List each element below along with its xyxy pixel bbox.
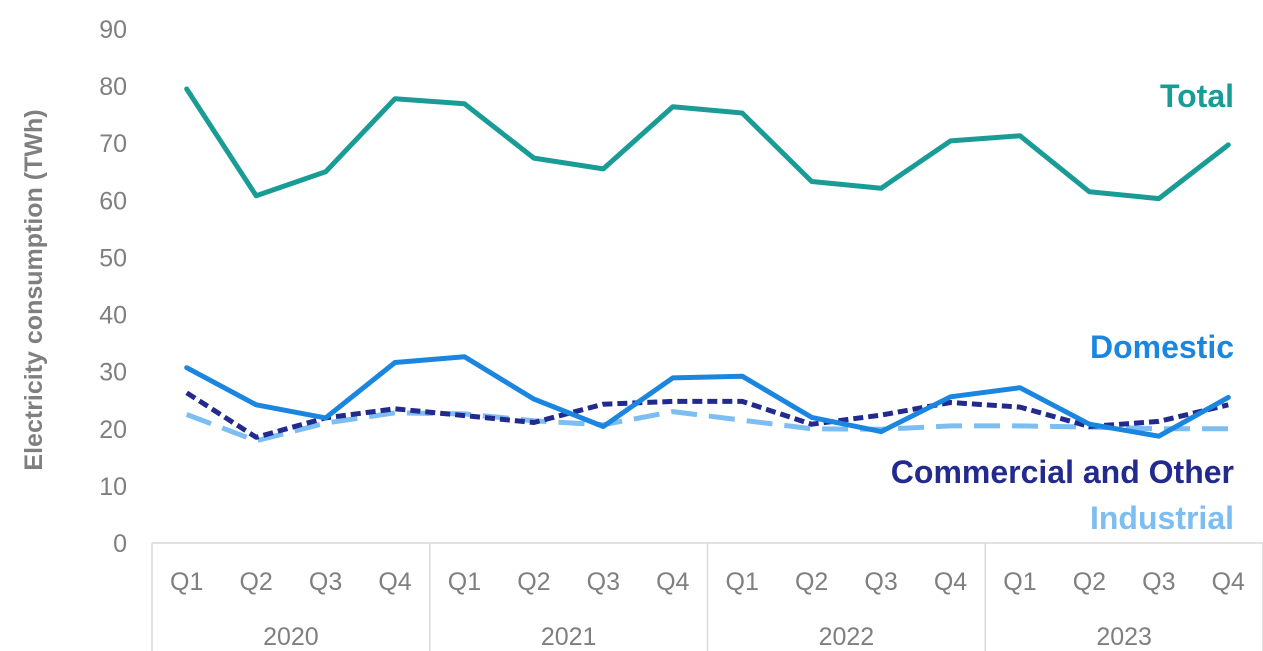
y-tick-label: 30 [99,359,127,387]
series-line-total [184,86,1231,202]
x-tick-label-quarter: Q2 [795,568,828,596]
x-tick-label-year: 2022 [819,623,875,651]
x-tick-label-year: 2021 [541,623,597,651]
y-tick-label: 40 [99,302,127,330]
series-label-total: Total [1160,78,1234,114]
series-line-industrial [185,409,1229,444]
x-tick-label-quarter: Q4 [378,568,411,596]
x-tick-label-year: 2020 [263,623,319,651]
y-tick-label: 60 [99,187,127,215]
y-axis-title: Electricity consumption (TWh) [20,109,48,470]
series-label-industrial: Industrial [1090,500,1234,536]
x-tick-label-quarter: Q3 [587,568,620,596]
x-tick-label-quarter: Q1 [448,568,481,596]
series-lines [184,86,1231,444]
y-tick-label: 0 [113,530,127,558]
y-tick-label: 10 [99,473,127,501]
x-tick-label-quarter: Q2 [1073,568,1106,596]
x-tick-label-quarter: Q1 [726,568,759,596]
series-line-commercial-and-other [185,390,1229,440]
series-labels: Total Domestic Commercial and Other Industr… [891,78,1234,536]
series-line-domestic [184,354,1231,439]
x-tick-label-quarter: Q3 [1142,568,1175,596]
series-label-domestic: Domestic [1090,329,1234,365]
y-tick-label: 80 [99,73,127,101]
x-tick-label-quarter: Q2 [517,568,550,596]
x-axis: Q1 Q2 Q3 Q4 Q1 Q2 Q3 Q4 Q1 Q2 Q3 Q4 Q1 Q2 Q3 Q4 2020 2021… [151,542,1263,651]
x-tick-label-quarter: Q3 [864,568,897,596]
x-tick-label-quarter: Q1 [170,568,203,596]
x-tick-label-quarter: Q4 [656,568,689,596]
x-tick-label-quarter: Q4 [934,568,967,596]
x-tick-label-quarter: Q2 [239,568,272,596]
y-tick-label: 70 [99,130,127,158]
x-tick-label-quarter: Q4 [1212,568,1245,596]
y-tick-label: 90 [99,16,127,44]
series-label-commercial-and-other: Commercial and Other [891,454,1234,490]
x-tick-label-year: 2023 [1096,623,1152,651]
x-tick-label-quarter: Q3 [309,568,342,596]
y-axis: 0 10 20 30 40 50 60 70 80 90 [99,16,127,558]
y-tick-label: 20 [99,416,127,444]
x-tick-label-quarter: Q1 [1003,568,1036,596]
y-tick-label: 50 [99,244,127,272]
